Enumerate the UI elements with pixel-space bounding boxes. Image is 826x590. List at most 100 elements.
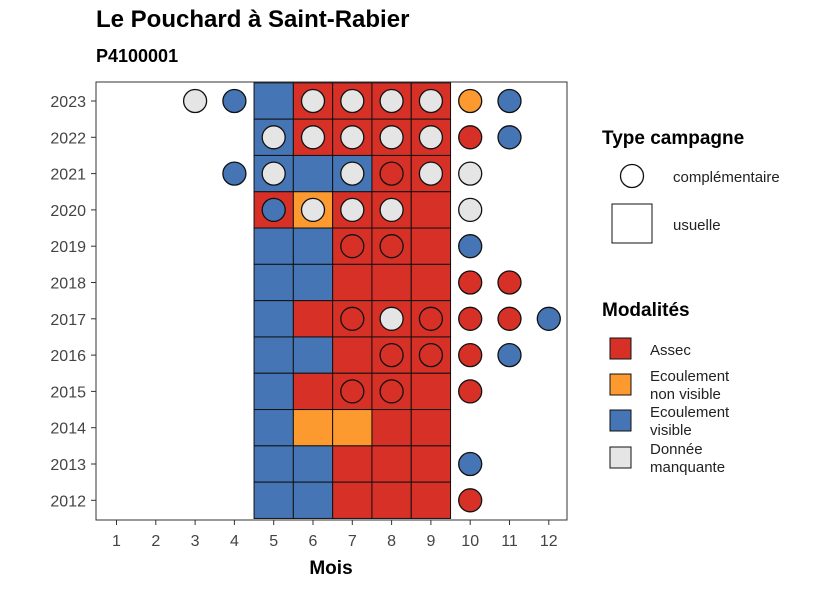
tile-2013-m9 [410,445,452,483]
point-2015-m7 [340,379,365,404]
legend-type-label-complementaire: complémentaire [673,169,780,186]
tile-2018-m6 [292,263,334,302]
tile-2015-m9 [410,372,452,411]
tile-2012-m7 [332,481,373,519]
point-2021-m5 [261,161,286,186]
tile-2021-m6 [292,154,334,193]
tile-2014-m5 [253,409,294,447]
y-axis: 2012 2013 2014 2015 2016 2017 2018 2019 2020 2021… [50,94,96,510]
point-2021-m9 [418,161,444,186]
point-2023-m3 [182,88,208,114]
point-2022-m5 [261,125,286,150]
tile-2016-m6 [292,336,334,374]
tile-2014-m8 [371,409,412,447]
point-2020-m7 [340,197,365,223]
tile-2014-m7 [332,409,373,447]
point-2020-m10 [458,197,483,223]
x-tick-label-4: 4 [230,533,239,550]
point-2019-m10 [458,234,483,259]
legend-label-1-line-1: non visible [650,386,721,403]
point-2022-m8 [379,125,404,150]
tile-2013-m8 [371,445,412,483]
point-2017-m8 [379,306,404,331]
point-2013-m10 [458,451,483,477]
point-2020-m5 [261,197,286,223]
point-2022-m6 [300,125,326,150]
x-tick-label-6: 6 [309,533,318,550]
point-2023-m9 [418,88,444,114]
x-tick-label-12: 12 [540,533,558,550]
legend-square-key [611,203,653,244]
point-2023-m6 [300,88,326,114]
y-tick-label-2015: 2015 [50,384,86,401]
x-tick-label-2: 2 [151,533,160,550]
point-2016-m11 [497,342,522,368]
y-tick-label-2021: 2021 [50,167,86,184]
y-tick-label-2018: 2018 [50,276,86,293]
tile-2019-m6 [292,227,334,265]
x-tick-label-9: 9 [426,533,435,550]
complementaire-points [182,88,561,513]
point-2021-m4 [222,161,247,186]
point-2023-m11 [497,88,522,114]
point-2023-m7 [340,88,365,114]
x-tick-label-5: 5 [269,533,278,550]
tile-2018-m8 [371,263,412,302]
point-2023-m8 [379,88,404,114]
point-2017-m11 [497,306,522,331]
point-2023-m4 [222,88,247,114]
tile-2016-m7 [332,336,373,374]
tile-2015-m5 [253,372,294,411]
point-2021-m10 [458,161,483,186]
point-2017-m10 [458,306,483,331]
tile-2019-m9 [410,227,452,265]
point-2020-m8 [379,197,404,223]
point-2018-m10 [458,270,483,295]
point-2021-m8 [379,161,404,186]
point-2018-m11 [497,270,522,295]
point-2016-m10 [458,342,483,368]
legend-modalites-title: Modalités [602,300,690,321]
tile-2023-m5 [253,82,294,120]
point-2023-m10 [458,88,483,114]
tile-2013-m7 [332,445,373,483]
legend-key-assec [609,337,632,360]
legend-label-2-line-0: Ecoulement [650,404,730,421]
tile-2014-m6 [292,409,334,447]
legend: Type campagne complémentaire usuelle Modali… [602,128,780,476]
tile-2015-m6 [292,372,334,411]
tile-2014-m9 [410,409,452,447]
x-tick-label-1: 1 [112,533,121,550]
usuelle-tiles [253,82,452,519]
tile-2012-m9 [410,481,452,519]
y-tick-label-2016: 2016 [50,348,86,365]
chart-subtitle: P4100001 [96,46,179,66]
x-tick-label-3: 3 [191,533,200,550]
tile-2018-m5 [253,263,294,302]
point-2020-m6 [300,197,326,223]
tile-2017-m6 [292,300,334,338]
point-2012-m10 [458,488,483,513]
point-2022-m11 [497,125,522,150]
tile-2018-m9 [410,263,452,302]
x-tick-label-11: 11 [501,533,518,550]
legend-circle-key [619,163,645,189]
point-2015-m8 [379,379,404,404]
x-axis-title: Mois [309,558,352,579]
point-2017-m12 [536,306,561,331]
legend-label-3-line-0: Donnée [650,441,703,458]
legend-key-donnée-manquante [609,446,632,469]
y-tick-label-2019: 2019 [50,239,86,256]
legend-label-0: Assec [650,342,691,359]
tile-2012-m6 [292,481,334,519]
chart-title: Le Pouchard à Saint-Rabier [96,6,410,33]
tile-2016-m5 [253,336,294,374]
x-tick-label-8: 8 [387,533,396,550]
point-2015-m10 [458,379,483,404]
y-tick-label-2022: 2022 [50,130,86,147]
point-2019-m7 [340,234,365,259]
tile-2020-m9 [410,191,452,229]
y-tick-label-2023: 2023 [50,94,86,111]
x-tick-label-10: 10 [461,533,479,550]
panel-border [95,81,568,521]
